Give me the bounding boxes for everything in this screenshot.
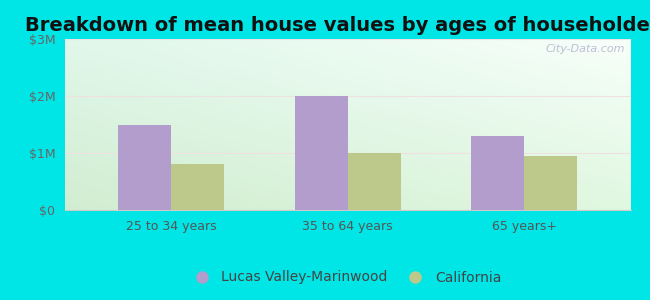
- Text: City-Data.com: City-Data.com: [545, 44, 625, 54]
- Title: Breakdown of mean house values by ages of householders: Breakdown of mean house values by ages o…: [25, 16, 650, 35]
- Bar: [171, 164, 224, 210]
- Bar: [525, 156, 577, 210]
- Bar: [118, 124, 171, 210]
- Legend: Lucas Valley-Marinwood, California: Lucas Valley-Marinwood, California: [182, 265, 507, 290]
- Bar: [294, 96, 348, 210]
- Bar: [348, 153, 401, 210]
- Bar: [471, 136, 525, 210]
